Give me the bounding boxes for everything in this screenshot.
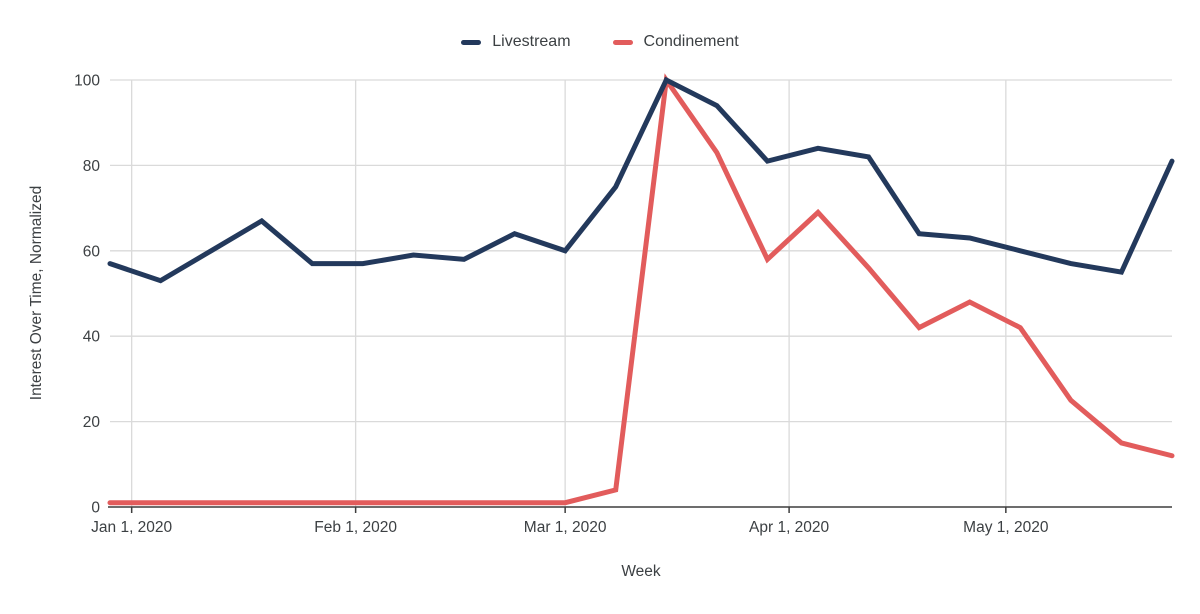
y-tick-label: 80 xyxy=(83,158,101,175)
series-line-livestream xyxy=(107,76,1175,284)
x-tick-labels: Jan 1, 2020 Feb 1, 2020 Mar 1, 2020 Apr 1, … xyxy=(91,519,1049,536)
h-gridlines xyxy=(110,79,1172,423)
y-tick-label: 20 xyxy=(83,414,101,431)
x-tick-label: Feb 1, 2020 xyxy=(314,519,397,536)
legend-label: Livestream xyxy=(492,33,571,50)
series-lines xyxy=(107,73,1175,506)
legend-item-condinement: Condinement xyxy=(612,33,739,51)
x-tick-marks xyxy=(130,507,1007,513)
legend-label: Condinement xyxy=(643,33,739,50)
x-tick-label: Apr 1, 2020 xyxy=(749,519,830,536)
series-line-condinement xyxy=(107,73,1175,506)
livestream-line-swatch-icon xyxy=(461,39,482,45)
v-gridlines xyxy=(131,80,1007,507)
y-tick-label: 60 xyxy=(83,243,101,260)
legend-item-livestream: Livestream xyxy=(461,33,571,51)
y-tick-label: 0 xyxy=(91,500,100,517)
x-tick-label: Jan 1, 2020 xyxy=(91,519,172,536)
condinement-line-swatch-icon xyxy=(612,39,633,45)
y-tick-label: 40 xyxy=(83,329,101,346)
x-tick-label: May 1, 2020 xyxy=(963,519,1049,536)
y-tick-label: 100 xyxy=(74,73,100,90)
x-tick-label: Mar 1, 2020 xyxy=(524,519,607,536)
y-tick-labels: 0 20 40 60 80 100 xyxy=(74,73,100,517)
legend: Livestream Condinement xyxy=(0,33,1200,51)
x-axis-title: Week xyxy=(621,563,661,580)
